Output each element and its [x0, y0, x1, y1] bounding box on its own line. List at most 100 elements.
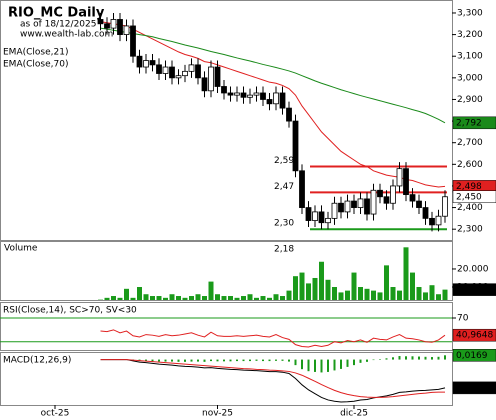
value-label: 8,549 [456, 285, 482, 295]
histogram-bar [405, 356, 407, 360]
candle-body [390, 185, 396, 204]
value-label-box [452, 381, 496, 395]
histogram-bar [281, 359, 284, 361]
candle-body [273, 92, 279, 105]
candle-body [325, 217, 331, 224]
rsi-panel [0, 302, 453, 351]
volume-panel [0, 241, 453, 301]
histogram-bar [392, 357, 394, 360]
candle-body [312, 211, 318, 221]
candle-body [305, 207, 312, 221]
volume-bar [286, 290, 292, 300]
volume-bar [130, 297, 136, 300]
histogram-bar [385, 358, 388, 360]
histogram-bar [184, 359, 186, 362]
histogram-bar [411, 356, 414, 360]
price-panel [0, 0, 453, 241]
candle-body [169, 66, 175, 79]
histogram-bar [171, 359, 173, 362]
volume-bar [195, 294, 201, 300]
histogram-bar [242, 359, 245, 362]
histogram-bar [398, 356, 401, 360]
rsi-line [100, 329, 446, 348]
volume-bar [410, 272, 415, 300]
histogram-bar [197, 359, 199, 362]
volume-bar [117, 297, 123, 300]
candle-body [162, 66, 169, 74]
candle-body [227, 92, 234, 96]
candle-body [143, 60, 149, 68]
legend-entry: EMA(Close,21) [3, 48, 68, 58]
candle-body [260, 92, 266, 100]
candle-body [208, 66, 214, 92]
histogram-bar [366, 359, 368, 362]
volume-bar [124, 288, 129, 300]
volume-bar [150, 296, 155, 300]
histogram-bar [210, 359, 212, 362]
y-tick-label: 2,300 [457, 225, 483, 235]
volume-bar [208, 281, 214, 300]
candle-body [292, 120, 299, 172]
candle-body [331, 202, 338, 219]
histogram-bar [372, 359, 375, 361]
histogram-bar [307, 359, 310, 372]
x-tick-label: nov-25 [202, 409, 233, 419]
value-label: 2,450 [456, 192, 482, 202]
value-label-box [452, 190, 496, 204]
value-label: 2,498 [456, 182, 482, 192]
volume-bar [241, 296, 246, 300]
volume-bar [169, 294, 175, 300]
candle-body [286, 107, 292, 122]
candle-body [221, 86, 227, 94]
histogram-bar [424, 356, 427, 360]
volume-bar [325, 279, 331, 300]
subtitle: as of 18/12/2025 [20, 20, 96, 30]
volume-bar [351, 272, 357, 300]
y-tick-label: 2,700 [457, 138, 483, 148]
histogram-bar [236, 359, 238, 362]
candle-body [279, 92, 286, 109]
histogram-bar [346, 359, 349, 367]
volume-bar [221, 296, 227, 300]
histogram-bar [229, 359, 232, 362]
ema-line [100, 27, 446, 124]
histogram-bar [444, 355, 446, 360]
candle-body [403, 168, 409, 195]
y-tick-label: 3,100 [457, 52, 483, 62]
histogram-bar [275, 359, 277, 361]
value-label: 0,0169 [456, 351, 488, 361]
volume-bar [306, 283, 311, 300]
value-label-box [452, 283, 496, 296]
panel-title: Volume [4, 244, 38, 254]
candle-body [442, 196, 448, 217]
candle-body [188, 64, 195, 72]
volume-bar [429, 285, 435, 300]
candle-body [351, 200, 357, 208]
y-tick-label: 2,600 [457, 160, 483, 170]
volume-bar [293, 276, 298, 300]
volume-bar [156, 296, 162, 300]
histogram-bar [353, 359, 355, 366]
histogram-bar [294, 359, 297, 366]
histogram-bar [431, 357, 433, 360]
histogram-bar [268, 359, 271, 362]
volume-bar [247, 294, 253, 300]
level-label: 2,59 [274, 156, 294, 166]
candle-body [110, 19, 117, 29]
candle-body [240, 92, 247, 98]
legend-entry: EMA(Close,70) [3, 60, 68, 70]
y-tick-label: 70 [457, 314, 469, 324]
volume-bar [345, 290, 350, 300]
volume-bar [377, 292, 383, 300]
histogram-bar [164, 359, 167, 362]
histogram-bar [216, 359, 219, 362]
histogram-bar [288, 359, 290, 362]
candle-body [377, 189, 383, 198]
volume-bar [384, 265, 389, 300]
volume-bar [442, 289, 448, 300]
panel-title: RSI(Close,14), SC>70, SV<30 [3, 306, 137, 316]
volume-bar [423, 292, 428, 300]
candle-body [253, 92, 260, 96]
ema-line [100, 21, 446, 188]
candle-body [383, 196, 390, 204]
